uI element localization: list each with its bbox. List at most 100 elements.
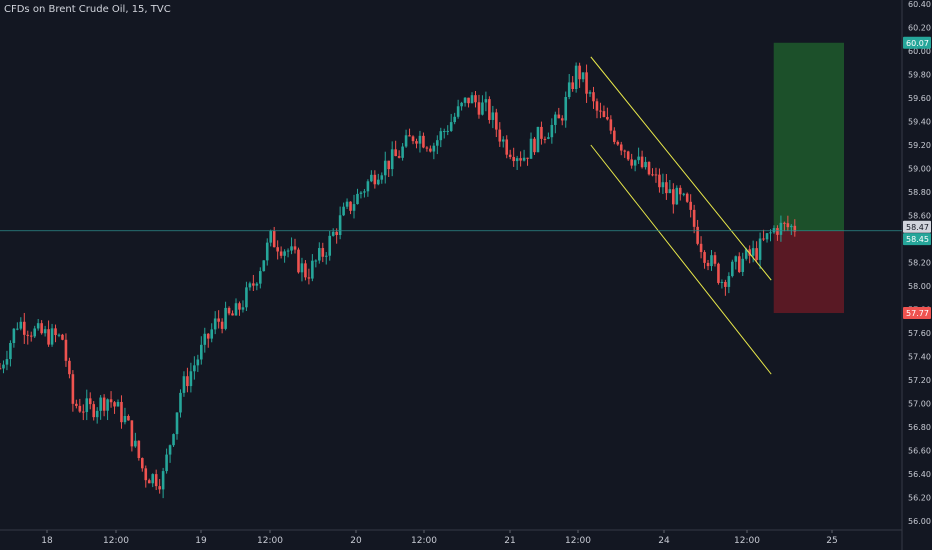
candle bbox=[394, 149, 397, 157]
candle bbox=[651, 174, 654, 176]
candle bbox=[102, 397, 106, 411]
candle bbox=[713, 255, 717, 264]
candle bbox=[619, 144, 623, 151]
candle bbox=[474, 95, 477, 103]
candle bbox=[137, 440, 141, 459]
channel-line-lower[interactable] bbox=[590, 144, 772, 375]
candle bbox=[439, 131, 443, 141]
candle bbox=[519, 158, 522, 161]
candle bbox=[106, 399, 109, 411]
candle bbox=[252, 283, 255, 286]
candle bbox=[311, 260, 314, 279]
candle bbox=[554, 114, 557, 125]
candle bbox=[720, 281, 724, 283]
candle bbox=[363, 191, 366, 193]
price-tag bbox=[903, 307, 931, 320]
candle bbox=[213, 318, 217, 330]
candle bbox=[342, 206, 345, 216]
candle bbox=[147, 480, 151, 484]
candle bbox=[453, 116, 456, 123]
candle bbox=[234, 303, 238, 316]
x-tick-label: 12:00 bbox=[103, 536, 129, 546]
candle bbox=[616, 141, 620, 145]
price-tag-label: 60.07 bbox=[906, 39, 929, 48]
candle bbox=[717, 263, 720, 283]
candle bbox=[692, 209, 696, 227]
chart-title: CFDs on Brent Crude Oil, 15, TVC bbox=[4, 4, 171, 15]
candle bbox=[120, 401, 123, 423]
candle bbox=[748, 249, 751, 256]
candle bbox=[50, 328, 54, 345]
candle bbox=[585, 72, 588, 94]
candle bbox=[95, 410, 99, 418]
y-tick-label: 57.00 bbox=[908, 400, 931, 409]
candle bbox=[352, 204, 356, 211]
candle bbox=[404, 135, 408, 147]
candle bbox=[16, 328, 19, 330]
candle bbox=[377, 179, 380, 185]
candle bbox=[64, 339, 68, 361]
candle bbox=[609, 119, 613, 131]
candle bbox=[328, 235, 332, 256]
candle bbox=[727, 276, 731, 287]
candle bbox=[390, 149, 394, 170]
candle bbox=[279, 251, 283, 256]
profit-zone[interactable] bbox=[773, 42, 844, 231]
candle bbox=[744, 249, 748, 259]
candle bbox=[467, 97, 470, 104]
candle bbox=[71, 374, 75, 404]
x-tick-label: 20 bbox=[350, 536, 362, 546]
x-axis-panel bbox=[0, 530, 932, 550]
candle bbox=[644, 161, 647, 168]
candle bbox=[116, 401, 120, 407]
candle bbox=[175, 412, 179, 435]
candle bbox=[665, 182, 668, 194]
candle bbox=[599, 110, 602, 112]
y-tick-label: 60.20 bbox=[908, 24, 931, 33]
candle bbox=[345, 201, 349, 207]
candle bbox=[526, 157, 529, 159]
candle bbox=[397, 156, 401, 158]
candle bbox=[623, 150, 627, 152]
candle bbox=[203, 333, 207, 345]
candle bbox=[734, 256, 738, 262]
candle bbox=[22, 321, 26, 335]
candle bbox=[630, 159, 633, 166]
candle bbox=[557, 114, 561, 119]
candle bbox=[196, 359, 200, 366]
candle bbox=[751, 248, 755, 256]
channel-line-upper[interactable] bbox=[590, 56, 772, 281]
candle bbox=[331, 231, 335, 236]
candle bbox=[481, 102, 484, 115]
x-tick-label: 12:00 bbox=[411, 536, 437, 546]
candle bbox=[255, 283, 259, 286]
candle bbox=[536, 126, 540, 153]
candle bbox=[602, 111, 606, 117]
candle bbox=[685, 193, 689, 202]
candle bbox=[99, 397, 102, 411]
candle bbox=[182, 376, 186, 393]
candle bbox=[574, 65, 578, 89]
candle bbox=[418, 135, 422, 144]
candle bbox=[9, 343, 12, 360]
loss-zone[interactable] bbox=[773, 230, 844, 314]
candle bbox=[699, 243, 703, 253]
candle bbox=[460, 102, 463, 107]
candle bbox=[595, 101, 599, 111]
candle bbox=[779, 222, 783, 235]
candle bbox=[675, 187, 679, 205]
candle bbox=[515, 158, 519, 162]
candle bbox=[560, 118, 564, 121]
candle bbox=[703, 252, 706, 263]
candle bbox=[19, 321, 23, 329]
candle bbox=[0, 368, 2, 370]
candle bbox=[737, 256, 741, 272]
candle bbox=[85, 398, 89, 412]
candle bbox=[373, 174, 377, 185]
candle bbox=[144, 468, 148, 481]
candle bbox=[432, 145, 436, 152]
y-tick-label: 59.00 bbox=[908, 165, 931, 174]
candle bbox=[259, 271, 262, 284]
candle bbox=[338, 215, 342, 235]
